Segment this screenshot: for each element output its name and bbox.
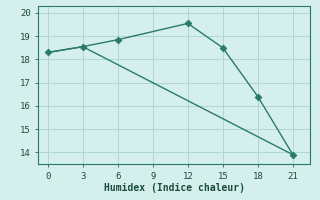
X-axis label: Humidex (Indice chaleur): Humidex (Indice chaleur) [104,183,245,193]
